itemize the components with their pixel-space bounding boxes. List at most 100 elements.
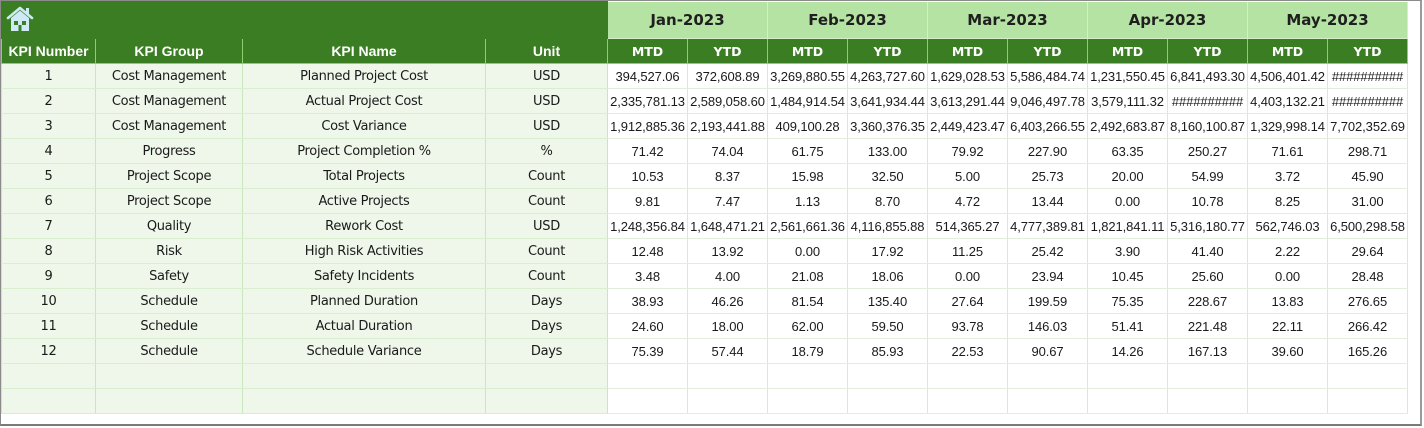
cell-kpi-number[interactable]: 3: [1, 113, 96, 139]
cell-apr-mtd[interactable]: 2,492,683.87: [1087, 113, 1168, 139]
cell-jan-mtd[interactable]: 1,248,356.84: [607, 213, 688, 239]
cell-may-ytd[interactable]: 7,702,352.69: [1327, 113, 1408, 139]
cell-kpi-group[interactable]: Project Scope: [95, 163, 243, 189]
cell-apr-ytd[interactable]: 41.40: [1167, 238, 1248, 264]
cell-apr-mtd[interactable]: 75.35: [1087, 288, 1168, 314]
col-header-mar-ytd[interactable]: YTD: [1007, 38, 1088, 64]
cell-kpi-name[interactable]: Rework Cost: [242, 213, 486, 239]
cell-feb-ytd[interactable]: [847, 388, 928, 414]
cell-kpi-group[interactable]: Cost Management: [95, 63, 243, 89]
cell-mar-ytd[interactable]: 6,403,266.55: [1007, 113, 1088, 139]
cell-apr-mtd[interactable]: 1,821,841.11: [1087, 213, 1168, 239]
cell-feb-ytd[interactable]: 18.06: [847, 263, 928, 289]
cell-apr-mtd[interactable]: 51.41: [1087, 313, 1168, 339]
cell-jan-ytd[interactable]: [687, 388, 768, 414]
cell-mar-mtd[interactable]: 0.00: [927, 263, 1008, 289]
cell-jan-ytd[interactable]: 13.92: [687, 238, 768, 264]
cell-mar-ytd[interactable]: 5,586,484.74: [1007, 63, 1088, 89]
cell-kpi-number[interactable]: 11: [1, 313, 96, 339]
cell-kpi-name[interactable]: Project Completion %: [242, 138, 486, 164]
cell-kpi-group[interactable]: Cost Management: [95, 88, 243, 114]
cell-may-mtd[interactable]: 0.00: [1247, 263, 1328, 289]
cell-kpi-number[interactable]: 4: [1, 138, 96, 164]
cell-jan-mtd[interactable]: 38.93: [607, 288, 688, 314]
col-header-apr-mtd[interactable]: MTD: [1087, 38, 1168, 64]
cell-feb-mtd[interactable]: 2,561,661.36: [767, 213, 848, 239]
cell-kpi-group[interactable]: Schedule: [95, 338, 243, 364]
cell-kpi-group[interactable]: Cost Management: [95, 113, 243, 139]
cell-kpi-number[interactable]: 5: [1, 163, 96, 189]
cell-jan-mtd[interactable]: [607, 363, 688, 389]
cell-unit[interactable]: Days: [485, 313, 608, 339]
cell-jan-mtd[interactable]: 10.53: [607, 163, 688, 189]
cell-apr-ytd[interactable]: 250.27: [1167, 138, 1248, 164]
cell-jan-mtd[interactable]: 394,527.06: [607, 63, 688, 89]
cell-feb-mtd[interactable]: [767, 388, 848, 414]
cell-apr-ytd[interactable]: 10.78: [1167, 188, 1248, 214]
cell-may-ytd[interactable]: 165.26: [1327, 338, 1408, 364]
cell-feb-mtd[interactable]: 81.54: [767, 288, 848, 314]
cell-kpi-group[interactable]: Project Scope: [95, 188, 243, 214]
cell-jan-ytd[interactable]: 2,589,058.60: [687, 88, 768, 114]
cell-mar-mtd[interactable]: 93.78: [927, 313, 1008, 339]
cell-feb-ytd[interactable]: 85.93: [847, 338, 928, 364]
cell-feb-ytd[interactable]: 133.00: [847, 138, 928, 164]
cell-may-mtd[interactable]: 4,403,132.21: [1247, 88, 1328, 114]
cell-may-ytd[interactable]: 276.65: [1327, 288, 1408, 314]
cell-apr-mtd[interactable]: 10.45: [1087, 263, 1168, 289]
cell-may-ytd[interactable]: 298.71: [1327, 138, 1408, 164]
cell-feb-ytd[interactable]: 32.50: [847, 163, 928, 189]
cell-kpi-number[interactable]: [1, 363, 96, 389]
cell-kpi-name[interactable]: Active Projects: [242, 188, 486, 214]
cell-apr-mtd[interactable]: [1087, 363, 1168, 389]
cell-mar-ytd[interactable]: 25.73: [1007, 163, 1088, 189]
cell-jan-ytd[interactable]: 57.44: [687, 338, 768, 364]
cell-unit[interactable]: Days: [485, 288, 608, 314]
cell-feb-mtd[interactable]: 1,484,914.54: [767, 88, 848, 114]
cell-kpi-name[interactable]: [242, 363, 486, 389]
cell-may-ytd[interactable]: 45.90: [1327, 163, 1408, 189]
cell-kpi-number[interactable]: 9: [1, 263, 96, 289]
cell-may-mtd[interactable]: 22.11: [1247, 313, 1328, 339]
cell-apr-mtd[interactable]: 20.00: [1087, 163, 1168, 189]
cell-jan-mtd[interactable]: 71.42: [607, 138, 688, 164]
cell-feb-mtd[interactable]: 15.98: [767, 163, 848, 189]
cell-jan-mtd[interactable]: [607, 388, 688, 414]
cell-may-mtd[interactable]: 1,329,998.14: [1247, 113, 1328, 139]
cell-mar-mtd[interactable]: 1,629,028.53: [927, 63, 1008, 89]
cell-feb-ytd[interactable]: 8.70: [847, 188, 928, 214]
cell-feb-mtd[interactable]: 409,100.28: [767, 113, 848, 139]
cell-may-mtd[interactable]: 562,746.03: [1247, 213, 1328, 239]
cell-may-mtd[interactable]: 13.83: [1247, 288, 1328, 314]
cell-jan-ytd[interactable]: 74.04: [687, 138, 768, 164]
cell-kpi-group[interactable]: Schedule: [95, 313, 243, 339]
cell-feb-mtd[interactable]: 18.79: [767, 338, 848, 364]
cell-jan-mtd[interactable]: 12.48: [607, 238, 688, 264]
cell-unit[interactable]: USD: [485, 63, 608, 89]
cell-apr-ytd[interactable]: 8,160,100.87: [1167, 113, 1248, 139]
cell-unit[interactable]: USD: [485, 113, 608, 139]
cell-jan-mtd[interactable]: 1,912,885.36: [607, 113, 688, 139]
cell-may-ytd[interactable]: ##########: [1327, 63, 1408, 89]
cell-apr-ytd[interactable]: [1167, 388, 1248, 414]
cell-apr-mtd[interactable]: 1,231,550.45: [1087, 63, 1168, 89]
cell-feb-ytd[interactable]: [847, 363, 928, 389]
cell-jan-mtd[interactable]: 2,335,781.13: [607, 88, 688, 114]
cell-apr-ytd[interactable]: 54.99: [1167, 163, 1248, 189]
cell-kpi-group[interactable]: [95, 363, 243, 389]
cell-mar-mtd[interactable]: 27.64: [927, 288, 1008, 314]
cell-mar-mtd[interactable]: 4.72: [927, 188, 1008, 214]
cell-unit[interactable]: Count: [485, 163, 608, 189]
cell-feb-ytd[interactable]: 3,360,376.35: [847, 113, 928, 139]
cell-unit[interactable]: Count: [485, 263, 608, 289]
cell-mar-ytd[interactable]: 227.90: [1007, 138, 1088, 164]
cell-mar-ytd[interactable]: 90.67: [1007, 338, 1088, 364]
col-header-kpi-name[interactable]: KPI Name: [242, 38, 486, 64]
cell-apr-mtd[interactable]: 3.90: [1087, 238, 1168, 264]
col-header-kpi-group[interactable]: KPI Group: [95, 38, 243, 64]
cell-feb-mtd[interactable]: 21.08: [767, 263, 848, 289]
cell-kpi-name[interactable]: Actual Project Cost: [242, 88, 486, 114]
cell-mar-mtd[interactable]: [927, 363, 1008, 389]
col-header-jan-ytd[interactable]: YTD: [687, 38, 768, 64]
cell-unit[interactable]: [485, 388, 608, 414]
